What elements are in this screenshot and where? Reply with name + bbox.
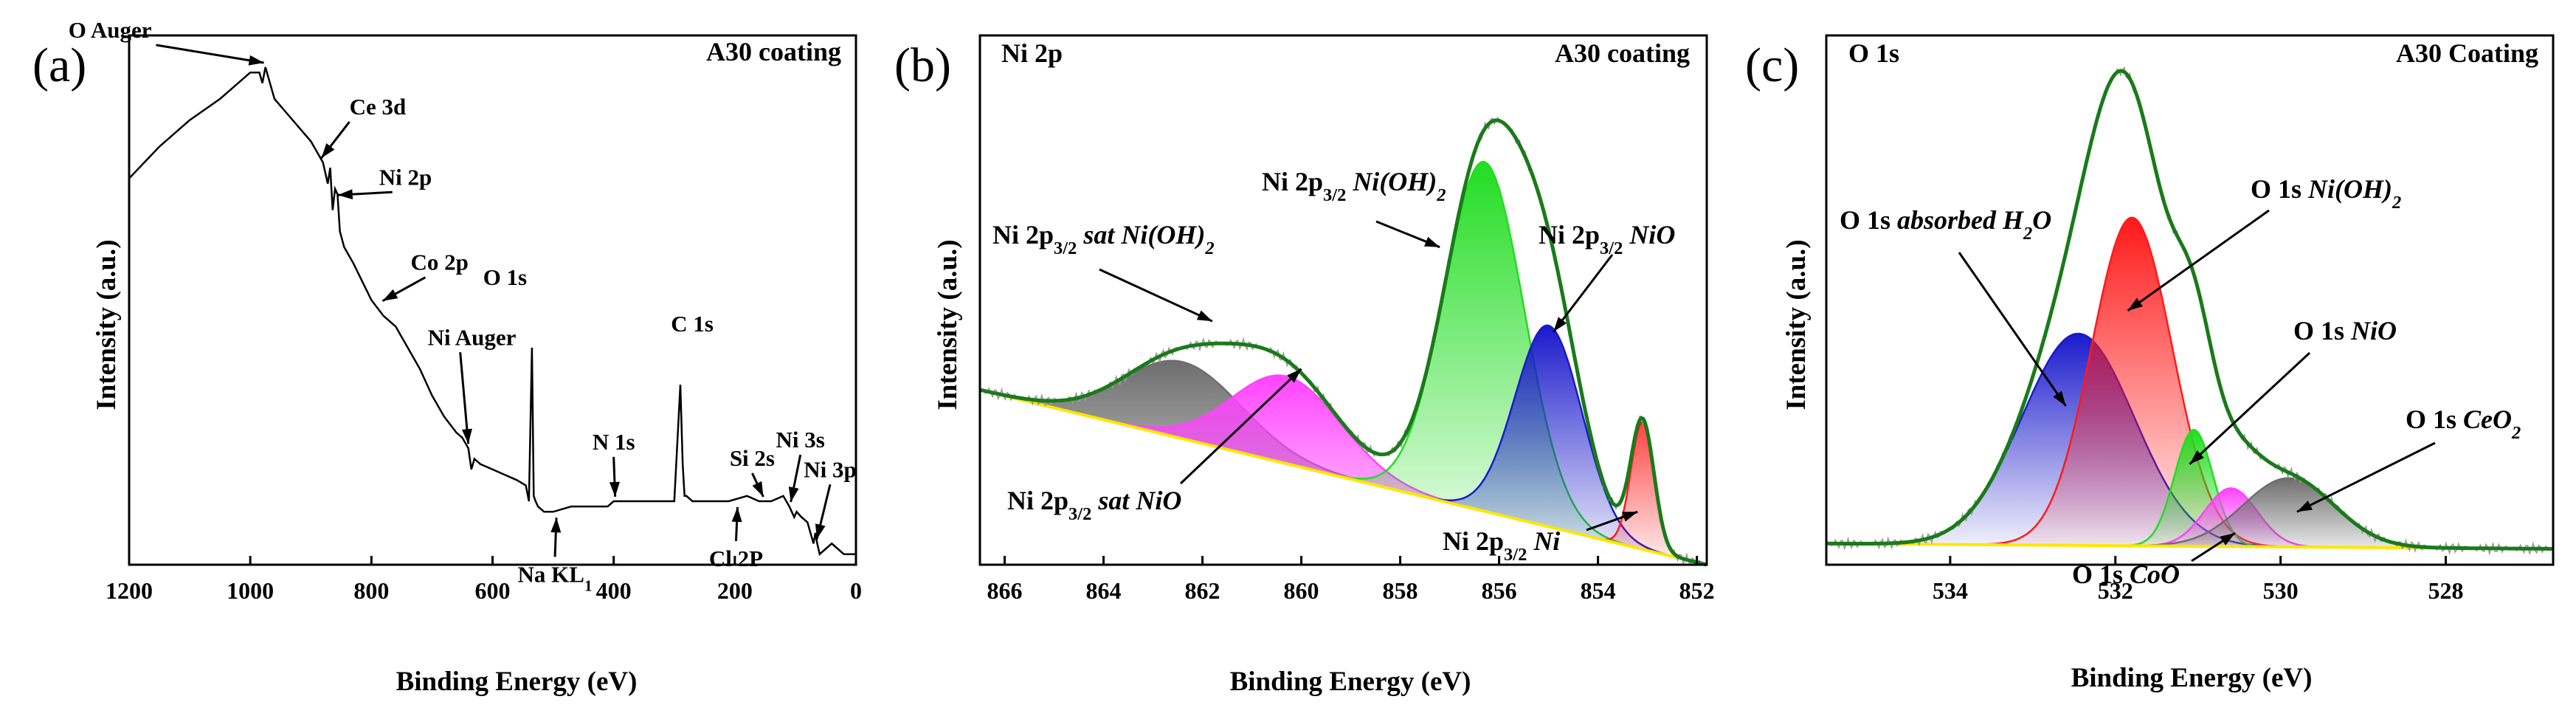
panel-c-letter: (c) <box>1745 38 1799 92</box>
component-label: Ni 2p3/2 Ni <box>1443 526 1560 565</box>
component-fill <box>980 325 1707 565</box>
peak-label: Ni Auger <box>428 324 517 350</box>
peak-arrow <box>788 454 802 503</box>
panel-b-subtitle: Ni 2p <box>1001 38 1063 68</box>
peak-arrow <box>550 517 562 557</box>
component-fill <box>980 360 1707 565</box>
component-arrow <box>1099 268 1213 323</box>
component-label: Ni 2p3/2 sat Ni(OH)2 <box>992 220 1215 258</box>
x-tick-label: 866 <box>987 577 1023 604</box>
ni2p-spectrum-plot: 866 864 862 860 858 856 854 852 Ni 2p3/2 sat Ni(… <box>978 34 1715 604</box>
component-label: O 1s CoO <box>2072 560 2180 589</box>
component-label: Ni 2p3/2 NiO <box>1539 220 1675 258</box>
peak-label: O 1s <box>483 264 527 290</box>
panel-a-xlabel: Binding Energy (eV) <box>396 667 638 697</box>
background-line <box>979 388 1707 566</box>
component-label: O 1s CeO2 <box>2406 405 2521 443</box>
x-tick-label: 854 <box>1581 577 1616 604</box>
peak-arrow <box>731 506 742 542</box>
component-arrow <box>2189 351 2311 465</box>
x-tick-label: 600 <box>475 577 511 604</box>
peak-arrow <box>751 472 764 498</box>
panel-a-letter: (a) <box>32 38 86 92</box>
component-label: Ni 2p3/2 Ni(OH)2 <box>1262 167 1446 205</box>
peak-label: Ni 3s <box>776 427 825 453</box>
panel-c-ylabel: Intensity (a.u.) <box>1781 239 1812 410</box>
component-label: O 1s NiO <box>2293 316 2397 345</box>
peak-label: Ce 3d <box>350 94 407 120</box>
x-tick-label: 534 <box>1933 577 1968 604</box>
panel-c-xlabel: Binding Energy (eV) <box>2071 663 2313 693</box>
peak-arrow <box>609 456 620 498</box>
component-label: O 1s Ni(OH)2 <box>2251 174 2401 213</box>
component-fill <box>1826 430 2553 549</box>
component-label: O 1s absorbed H2O <box>1840 205 2051 244</box>
peak-label: N 1s <box>593 429 635 455</box>
component-arrow <box>2191 531 2236 563</box>
o1s-spectrum-plot: 534 532 530 528 O 1s absorbed H2O O 1s Ni(OH)… <box>1825 34 2555 604</box>
peak-label: Cl 2P <box>709 546 763 571</box>
component-label: Ni 2p3/2 sat NiO <box>1007 486 1181 524</box>
component-fill <box>1826 334 2553 549</box>
peak-label: O Auger <box>69 17 152 43</box>
component-arrow <box>2296 441 2436 513</box>
panel-b-letter: (b) <box>894 38 951 92</box>
peak-arrow <box>381 276 427 302</box>
x-tick-label: 856 <box>1482 577 1517 604</box>
x-tick-label: 200 <box>717 577 753 604</box>
peak-label: C 1s <box>671 311 714 337</box>
component-fill <box>980 375 1707 565</box>
component-arrow <box>1553 254 1614 333</box>
peak-arrow <box>337 189 393 200</box>
component-arrow <box>1586 510 1638 531</box>
peak-label: Ni 3p <box>804 456 857 482</box>
plot-frame <box>1825 34 2555 566</box>
x-tick-label: 800 <box>353 577 389 604</box>
peak-arrow <box>320 121 351 159</box>
envelope-line <box>979 118 1707 567</box>
peak-arrow <box>459 352 472 444</box>
peak-arrow <box>156 44 264 66</box>
component-arrow <box>2127 209 2270 312</box>
peak-arrow <box>815 484 832 540</box>
x-tick-label: 862 <box>1185 577 1220 604</box>
peak-label: Si 2s <box>730 445 775 471</box>
panel-b-xlabel: Binding Energy (eV) <box>1230 667 1471 697</box>
x-tick-label: 528 <box>2428 577 2463 604</box>
x-tick-label: 858 <box>1383 577 1418 604</box>
panel-a-title: A30 coating <box>706 37 841 66</box>
panel-c-title: A30 Coating <box>2396 38 2538 68</box>
panel-c-subtitle: O 1s <box>1848 38 1899 68</box>
component-arrow <box>1375 220 1440 249</box>
x-tick-label: 1200 <box>106 577 153 604</box>
x-tick-label: 532 <box>2098 577 2133 604</box>
peak-label: Na KL1 <box>518 561 593 594</box>
peak-label: Ni 2p <box>379 164 432 190</box>
x-tick-label: 852 <box>1679 577 1715 604</box>
component-fill <box>1826 488 2553 549</box>
x-tick-label: 400 <box>596 577 632 604</box>
peak-label: Co 2p <box>410 250 468 275</box>
x-tick-label: 530 <box>2263 577 2299 604</box>
survey-line <box>128 66 856 557</box>
plot-frame <box>128 34 857 566</box>
component-arrow <box>1958 252 2067 407</box>
panel-b-title: A30 coating <box>1555 38 1690 68</box>
x-tick-label: 1000 <box>227 577 274 604</box>
envelope-line <box>1826 69 2553 551</box>
panel-a-ylabel: Intensity (a.u.) <box>91 239 122 410</box>
x-tick-label: 864 <box>1086 577 1122 604</box>
x-tick-label: 0 <box>850 577 862 604</box>
component-arrow <box>1179 368 1302 485</box>
x-tick-label: 860 <box>1284 577 1319 604</box>
panel-b-ylabel: Intensity (a.u.) <box>933 239 963 410</box>
plot-frame <box>978 34 1708 566</box>
survey-spectrum-plot: 1200 1000 800 600 400 200 0 O Auger Ce 3d Ni 2p Co… <box>69 17 862 604</box>
